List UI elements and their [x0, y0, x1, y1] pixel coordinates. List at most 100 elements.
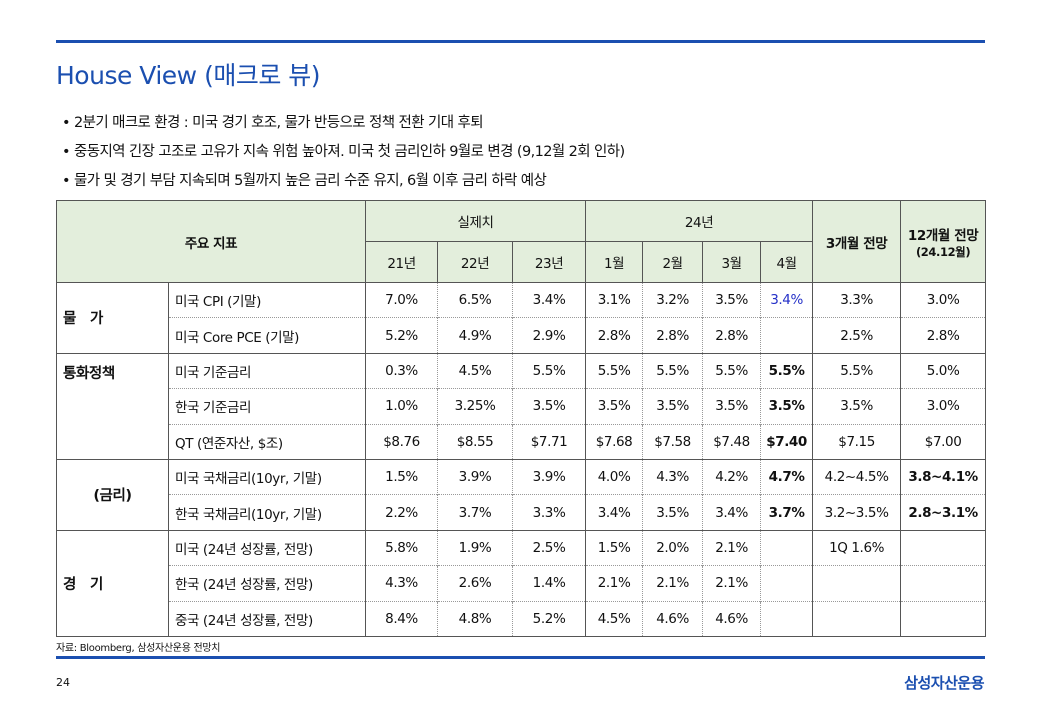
- value-cell: $8.55: [437, 423, 514, 460]
- value-cell: [900, 565, 987, 602]
- header-12m-label: 12개월 전망: [907, 227, 979, 244]
- value-cell: [812, 565, 902, 602]
- value-cell: [900, 529, 987, 566]
- value-cell: 3.3%: [812, 281, 902, 318]
- value-cell: 4.2~4.5%: [812, 458, 902, 495]
- value-cell: 2.5%: [812, 317, 902, 354]
- value-cell: 1.4%: [512, 565, 587, 602]
- table-row: (금리) 미국 국채금리(10yr, 기말) 1.5% 3.9% 3.9% 4.0% 4.3…: [56, 458, 987, 531]
- group-label: 물 가: [56, 282, 169, 354]
- indicator-name: QT (연준자산, $조): [167, 423, 367, 460]
- value-cell: 3.0%: [900, 388, 987, 425]
- page-number: 24: [56, 676, 70, 689]
- value-cell: 3.5%: [702, 388, 762, 425]
- value-cell: 4.0%: [585, 458, 644, 495]
- value-cell: $7.68: [585, 423, 644, 460]
- header-year: 21년: [365, 241, 439, 283]
- value-cell: 3.7%: [760, 494, 814, 531]
- value-cell: 1.0%: [365, 388, 439, 425]
- header-12m-outlook: 12개월 전망 (24.12월): [900, 200, 987, 283]
- value-cell: 2.1%: [702, 565, 762, 602]
- table-row: 중국 (24년 성장률, 전망) 8.4% 4.8% 5.2% 4.5% 4.6% 4.6%: [57, 600, 987, 637]
- value-cell: $7.40: [760, 423, 814, 460]
- group-label: (금리): [56, 458, 169, 531]
- value-cell: 4.6%: [702, 600, 762, 637]
- value-cell: 7.0%: [365, 281, 439, 318]
- header-month: 2월: [642, 241, 704, 283]
- value-cell: 3.0%: [900, 281, 987, 318]
- value-cell: 3.5%: [702, 281, 762, 318]
- group-label: 경 기: [56, 529, 169, 637]
- value-cell: 2.6%: [437, 565, 514, 602]
- value-cell: [812, 600, 902, 637]
- indicator-name: 한국 기준금리: [167, 388, 367, 425]
- header-3m-outlook: 3개월 전망: [812, 200, 902, 283]
- header-month: 3월: [702, 241, 762, 283]
- value-cell: $7.58: [642, 423, 704, 460]
- value-cell: 4.3%: [642, 458, 704, 495]
- value-cell: 2.2%: [365, 494, 439, 531]
- value-cell: [900, 600, 987, 637]
- value-cell: 2.5%: [512, 529, 587, 566]
- value-cell: 3.2~3.5%: [812, 494, 902, 531]
- bottom-divider: [56, 656, 985, 659]
- value-cell: 2.1%: [702, 529, 762, 566]
- indicator-name: 미국 국채금리(10yr, 기말): [167, 458, 367, 495]
- value-cell: 4.6%: [642, 600, 704, 637]
- value-cell: 4.3%: [365, 565, 439, 602]
- header-year: 22년: [437, 241, 514, 283]
- table-row: 통화정책 미국 기준금리 0.3% 4.5% 5.5% 5.5% 5.5% 5.5% 5.5% 5…: [56, 352, 987, 460]
- table-row: QT (연준자산, $조) $8.76 $8.55 $7.71 $7.68 $7.58 $7…: [57, 423, 987, 460]
- group-label: 통화정책: [56, 352, 169, 460]
- header-indicator: 주요 지표: [55, 200, 367, 283]
- header-month: 4월: [760, 241, 814, 283]
- value-cell: 2.8%: [702, 317, 762, 354]
- indicator-name: 미국 Core PCE (기말): [167, 317, 367, 354]
- indicator-name: 미국 기준금리: [167, 352, 367, 389]
- value-cell: 3.25%: [437, 388, 514, 425]
- value-cell: 1.5%: [585, 529, 644, 566]
- value-cell: $7.15: [812, 423, 902, 460]
- indicator-name: 한국 국채금리(10yr, 기말): [167, 494, 367, 531]
- value-cell: [760, 529, 814, 566]
- value-cell: 3.5%: [512, 388, 587, 425]
- value-cell: 1.9%: [437, 529, 514, 566]
- value-cell: 3.7%: [437, 494, 514, 531]
- value-cell: $8.76: [365, 423, 439, 460]
- value-cell: 3.1%: [585, 281, 644, 318]
- value-cell: 2.1%: [642, 565, 704, 602]
- table-row: 한국 국채금리(10yr, 기말) 2.2% 3.7% 3.3% 3.4% 3.5% 3.4…: [57, 494, 987, 531]
- header-actual: 실제치: [365, 200, 587, 242]
- value-cell: $7.48: [702, 423, 762, 460]
- value-cell: 4.7%: [760, 458, 814, 495]
- value-cell: 2.1%: [585, 565, 644, 602]
- value-cell: 3.4%: [760, 281, 814, 318]
- bullet-list: • 2분기 매크로 환경 : 미국 경기 호조, 물가 반등으로 정책 전환 기…: [62, 112, 625, 199]
- value-cell: 3.8~4.1%: [900, 458, 987, 495]
- header-year: 23년: [512, 241, 587, 283]
- value-cell: $7.00: [900, 423, 987, 460]
- value-cell: 4.8%: [437, 600, 514, 637]
- value-cell: 3.4%: [702, 494, 762, 531]
- value-cell: 5.5%: [812, 352, 902, 389]
- header-2024: 24년: [585, 200, 814, 242]
- value-cell: 0.3%: [365, 352, 439, 389]
- table-row: 경 기 미국 (24년 성장률, 전망) 5.8% 1.9% 2.5% 1.5% 2.0% 2…: [56, 529, 987, 637]
- value-cell: 4.5%: [437, 352, 514, 389]
- value-cell: 6.5%: [437, 281, 514, 318]
- value-cell: 3.5%: [642, 388, 704, 425]
- value-cell: 5.5%: [642, 352, 704, 389]
- indicator-name: 중국 (24년 성장률, 전망): [167, 600, 367, 637]
- value-cell: 2.8%: [585, 317, 644, 354]
- value-cell: 3.5%: [812, 388, 902, 425]
- indicator-name: 미국 (24년 성장률, 전망): [167, 529, 367, 566]
- macro-table: 주요 지표 실제치 24년 3개월 전망 12개월 전망 (24.12월) 21년…: [55, 200, 987, 637]
- header-month: 1월: [585, 241, 644, 283]
- source-note: 자료: Bloomberg, 삼성자산운용 전망치: [56, 643, 221, 654]
- value-cell: 2.8%: [642, 317, 704, 354]
- value-cell: 1.5%: [365, 458, 439, 495]
- value-cell: 4.9%: [437, 317, 514, 354]
- value-cell: 2.9%: [512, 317, 587, 354]
- value-cell: 1Q 1.6%: [812, 529, 902, 566]
- table-row: 한국 기준금리 1.0% 3.25% 3.5% 3.5% 3.5% 3.5% 3.5% 3.5%…: [57, 388, 987, 425]
